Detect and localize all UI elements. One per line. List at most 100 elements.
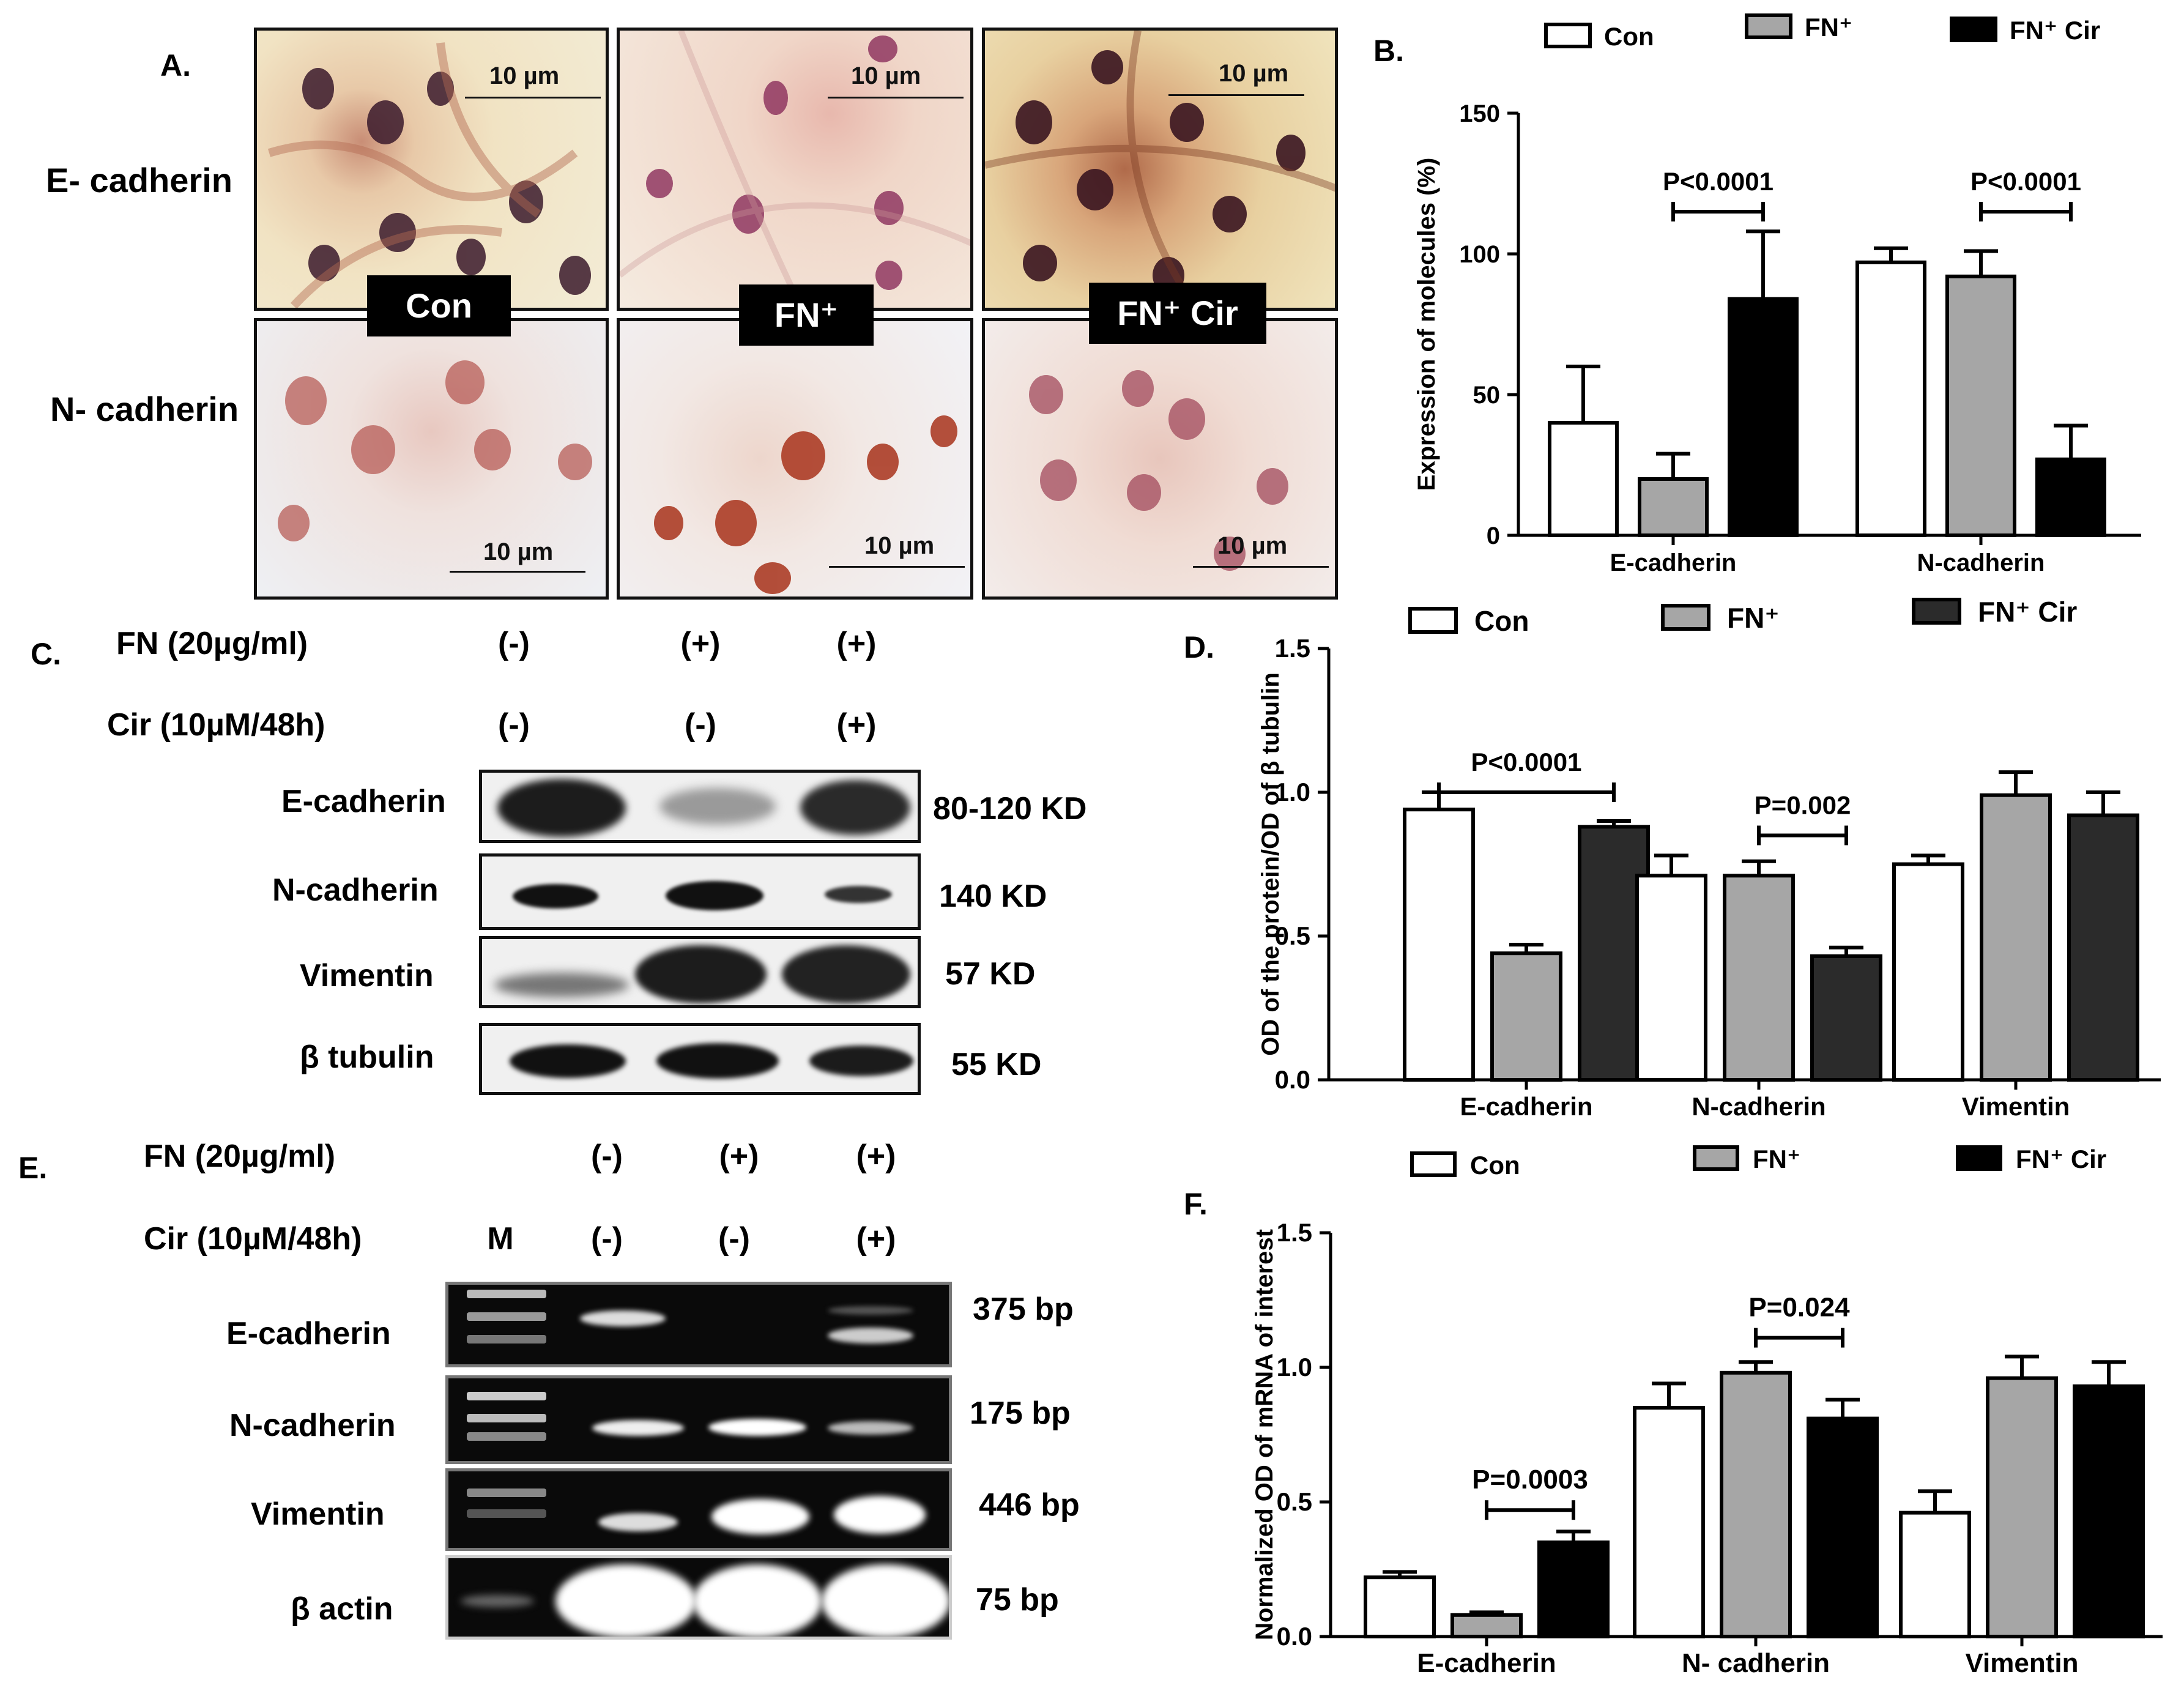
blot-size-label: 80-120 KD: [933, 791, 1087, 827]
panel-letter: D.: [1184, 630, 1214, 664]
y-tick-label: 1.5: [1275, 634, 1310, 663]
micrograph-n-cadherin-con: 10 µm: [254, 318, 609, 600]
bar: [1945, 274, 2016, 537]
blot-size-label: 140 KD: [939, 879, 1047, 914]
x-tick-label: Vimentin: [1965, 1648, 2078, 1678]
legend-label: FN⁺ Cir: [2010, 16, 2100, 45]
y-tick-label: 150: [1459, 100, 1500, 127]
legend-label: FN⁺ Cir: [1978, 596, 2077, 628]
legend-swatch: [1950, 17, 1997, 42]
bar: [1892, 862, 1964, 1082]
cell-stain-image: [1029, 370, 1288, 571]
p-value-label: P<0.0001: [1471, 748, 1581, 776]
scale-bar-label: 10 µm: [851, 62, 921, 89]
fn-condition-label: FN (20µg/ml): [116, 626, 308, 661]
y-tick-label: 0.5: [1275, 921, 1310, 950]
cir-sign: (+): [856, 1221, 896, 1257]
bar: [1728, 297, 1799, 537]
legend-label: Con: [1470, 1151, 1520, 1180]
fn-sign: (+): [856, 1139, 896, 1174]
condition-tag-con: Con: [367, 275, 511, 336]
legend-label: FN⁺: [1727, 602, 1780, 634]
cell-stain-image: [654, 415, 957, 594]
legend-swatch: [1956, 1145, 2002, 1171]
bar: [2035, 457, 2106, 537]
cir-sign: (-): [685, 707, 716, 743]
blot-label-n-cadherin: N-cadherin: [272, 872, 439, 908]
bar: [1403, 808, 1475, 1082]
fn-condition-label: FN (20µg/ml): [144, 1139, 336, 1174]
gel-e-cadherin: [445, 1282, 952, 1367]
legend-label: FN⁺: [1805, 13, 1852, 42]
bar: [1638, 477, 1709, 537]
cir-sign: (-): [498, 707, 530, 743]
bar: [1490, 951, 1562, 1082]
cell-stain-image: [267, 42, 591, 308]
marker-lane-label: M: [487, 1221, 514, 1257]
bar: [1899, 1511, 1971, 1639]
scale-bar-label: 10 µm: [1217, 532, 1288, 559]
x-tick-label: N-cadherin: [1692, 1092, 1826, 1121]
panel-letter: B.: [1373, 34, 1404, 68]
x-tick-label: E-cadherin: [1610, 549, 1737, 576]
gel-size-label: 175 bp: [970, 1396, 1071, 1431]
blot-e-cadherin: [479, 770, 921, 843]
blot-size-label: 55 KD: [951, 1047, 1042, 1082]
cir-condition-label: Cir (10µM/48h): [107, 707, 325, 743]
micrograph-e-cadherin-con: 10 µm: [254, 28, 609, 311]
gel-label-beta-actin: β actin: [291, 1591, 393, 1627]
blot-size-label: 57 KD: [945, 956, 1036, 992]
condition-tag-fn: FN⁺: [739, 284, 874, 346]
row-label-n-cadherin: N- cadherin: [50, 390, 239, 428]
y-tick-label: 100: [1459, 241, 1500, 268]
row-label-e-cadherin: E- cadherin: [46, 161, 232, 199]
bar: [1635, 874, 1707, 1082]
y-tick-label: 0.5: [1277, 1487, 1312, 1516]
y-tick-label: 1.0: [1275, 778, 1310, 806]
fn-sign: (-): [498, 626, 530, 661]
gel-label-n-cadherin: N-cadherin: [229, 1408, 396, 1443]
y-tick-label: 0: [1487, 522, 1500, 549]
p-value-label: P=0.024: [1748, 1293, 1850, 1323]
blot-beta-tubulin: [479, 1023, 921, 1095]
y-axis-label: OD of the protein/OD of β tubulin: [1257, 672, 1284, 1056]
fn-sign: (+): [680, 626, 721, 661]
gel-label-e-cadherin: E-cadherin: [226, 1316, 391, 1351]
y-tick-label: 1.5: [1277, 1218, 1312, 1247]
micrograph-e-cadherin-fn: 10 µm: [617, 28, 973, 311]
legend-swatch: [1544, 23, 1592, 48]
gel-label-vimentin: Vimentin: [251, 1496, 385, 1532]
cell-stain-image: [278, 360, 592, 541]
p-value-label: P<0.0001: [1970, 167, 2081, 196]
gel-size-label: 446 bp: [979, 1487, 1080, 1523]
gel-n-cadherin: [445, 1375, 952, 1464]
p-value-label: P=0.0003: [1472, 1465, 1588, 1495]
y-tick-label: 50: [1473, 382, 1501, 409]
panel-letter: F.: [1184, 1187, 1208, 1221]
x-tick-label: N- cadherin: [1682, 1648, 1830, 1678]
fn-sign: (+): [836, 626, 877, 661]
legend-swatch: [1693, 1145, 1739, 1171]
legend-label: Con: [1604, 22, 1654, 51]
blot-vimentin: [479, 936, 921, 1008]
x-tick-label: Vimentin: [1962, 1092, 2070, 1121]
cir-sign: (-): [591, 1221, 623, 1257]
legend-swatch: [1661, 604, 1710, 631]
bar: [1450, 1613, 1523, 1639]
y-axis-label: Expression of molecules (%): [1413, 158, 1440, 491]
bar: [1633, 1406, 1705, 1638]
legend-swatch: [1912, 598, 1961, 625]
gel-beta-actin: [445, 1555, 952, 1640]
panel-a-letter: A.: [160, 48, 191, 83]
cir-sign: (+): [836, 707, 877, 743]
scale-bar-label: 10 µm: [864, 532, 935, 559]
legend-swatch: [1408, 607, 1458, 634]
gel-size-label: 375 bp: [973, 1291, 1074, 1327]
bar: [1855, 260, 1926, 537]
legend-swatch: [1745, 13, 1792, 39]
bar: [1364, 1575, 1436, 1638]
bar: [1986, 1376, 2058, 1639]
panel-e-letter: E.: [18, 1151, 48, 1185]
gel-vimentin: [445, 1468, 952, 1551]
